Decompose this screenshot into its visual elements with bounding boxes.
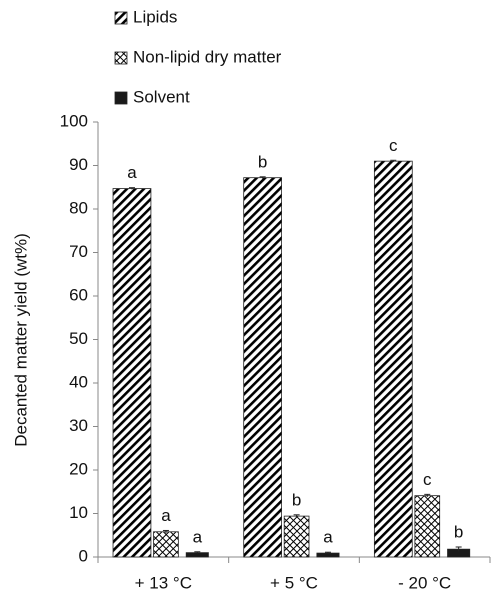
y-tick-label: 80 [69,198,88,217]
y-tick-label: 60 [69,285,88,304]
error-bar [162,529,169,534]
error-bar [128,187,135,190]
x-tick-label: - 20 °C [398,573,451,592]
y-tick-label: 50 [69,329,88,348]
bar [243,177,282,558]
significance-label: a [193,527,203,546]
bar [112,188,152,558]
y-tick-label: 30 [69,416,88,435]
error-bar [324,551,331,554]
legend-swatch [114,11,128,25]
significance-label: b [292,490,301,509]
bar [414,495,441,558]
y-tick-label: 70 [69,242,88,261]
y-tick-label: 0 [79,546,88,565]
significance-label: a [323,528,333,547]
x-tick-label: + 13 °C [135,573,192,592]
legend-label: Solvent [133,87,190,106]
significance-label: a [161,506,171,525]
error-bar [293,514,300,518]
y-tick-label: 90 [69,155,88,174]
error-bar [455,546,462,552]
bar [283,515,310,558]
bar [373,160,413,558]
significance-label: b [454,522,463,541]
legend-label: Lipids [133,7,177,26]
y-tick-label: 40 [69,372,88,391]
significance-label: a [127,163,137,182]
significance-label: c [389,136,398,155]
error-bar [259,176,266,179]
error-bar [194,551,201,554]
legend-label: Non-lipid dry matter [133,47,282,66]
error-bar [424,493,431,497]
error-bar [390,159,397,163]
significance-label: b [258,152,267,171]
significance-label: c [423,470,432,489]
y-tick-label: 20 [69,459,88,478]
legend-swatch [114,51,128,65]
legend-swatch [114,91,128,105]
bar [153,531,179,558]
y-axis-label: Decanted matter yield (wt%) [11,233,30,447]
x-tick-label: + 5 °C [270,573,318,592]
y-tick-label: 10 [69,503,88,522]
y-tick-label: 100 [60,111,88,130]
